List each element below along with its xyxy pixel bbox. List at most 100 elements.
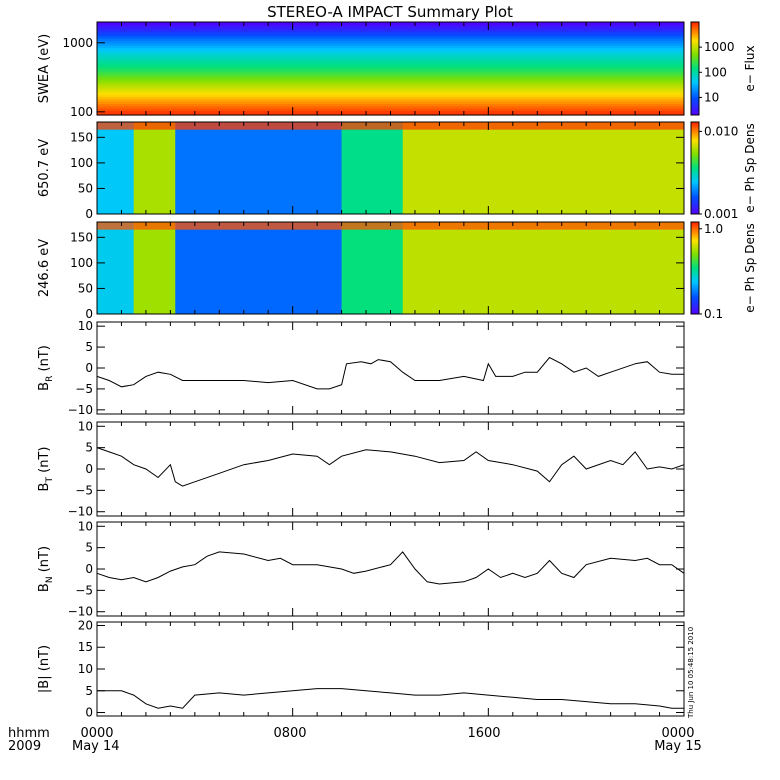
y-tick-label-5: 5: [85, 541, 93, 555]
flux-band: [97, 101, 684, 104]
y-tick-label-0: 1000: [62, 36, 93, 50]
flux-band: [97, 54, 684, 58]
y-tick-label-5: −10: [68, 605, 93, 619]
y-tick-label-6: 0: [85, 706, 93, 720]
flux-band: [97, 33, 684, 37]
x-year-label: 2009: [8, 739, 41, 754]
colorbar-tick-label-2: 1.0: [704, 222, 723, 236]
flux-band: [97, 42, 684, 46]
flux-band: [97, 96, 684, 100]
y-axis-label-0: SWEA (eV): [37, 34, 52, 103]
flux-band: [97, 59, 684, 63]
flux-band: [97, 91, 684, 95]
panel-frame-4: [96, 421, 685, 517]
flux-band: [97, 98, 684, 102]
pad-segment: [97, 222, 135, 314]
flux-band: [97, 38, 684, 42]
y-tick-label-4: 5: [85, 441, 93, 455]
colorbar-label-2: e− Ph Sp Dens: [743, 223, 757, 312]
flux-band: [97, 35, 684, 39]
y-tick-label-6: 5: [85, 684, 93, 698]
flux-band: [97, 56, 684, 60]
flux-band: [97, 94, 684, 97]
flux-band: [97, 89, 684, 93]
flux-band: [97, 80, 684, 84]
colorbar-tick-label-2: 0.1: [704, 307, 723, 321]
y-tick-label-1: 0: [85, 207, 93, 221]
y-tick-label-6: 10: [78, 662, 93, 676]
y-tick-label-6: 15: [78, 640, 93, 654]
y-tick-label-0: 100: [70, 105, 93, 119]
y-tick-label-2: 0: [85, 307, 93, 321]
y-tick-label-3: 5: [85, 340, 93, 354]
y-tick-label-4: 10: [78, 419, 93, 433]
timestamp-stamp: Thu Jun 10 05:48:15 2010: [687, 627, 695, 719]
flux-band: [97, 49, 684, 53]
x-tick-0000-start: 0000: [80, 726, 113, 741]
x-tick-0000-end: 0000: [661, 726, 694, 741]
y-axis-label-4: BT (nT): [37, 447, 55, 492]
flux-band: [97, 68, 684, 72]
y-tick-label-6: 20: [78, 618, 93, 632]
colorbar-label-0: e− Flux: [743, 45, 757, 91]
colorbar-tick-label-0: 1000: [704, 40, 735, 54]
y-tick-label-5: 0: [85, 562, 93, 576]
colorbar-tick-label-0: 100: [704, 65, 727, 79]
panel-frame-5: [96, 521, 685, 617]
flux-band: [97, 82, 684, 86]
flux-band: [97, 66, 684, 70]
pad-segment: [175, 222, 343, 314]
flux-band: [97, 40, 684, 44]
y-tick-label-1: 100: [70, 156, 93, 170]
y-axis-label-1: 650.7 eV: [37, 139, 52, 197]
series-line-4: [96, 447, 685, 487]
colorbar-tick-label-1: 0.001: [704, 207, 738, 221]
flux-band: [97, 61, 684, 65]
pad-segment: [402, 222, 685, 314]
flux-band: [97, 103, 684, 107]
y-tick-label-2: 50: [78, 281, 93, 295]
y-tick-label-2: 150: [70, 230, 93, 244]
flux-band: [97, 73, 684, 77]
x-tick-1600: 1600: [467, 726, 500, 741]
pad-segment: [341, 122, 404, 214]
flux-band: [97, 26, 684, 30]
flux-band: [97, 75, 684, 79]
flux-band: [97, 70, 684, 74]
flux-band: [97, 63, 684, 67]
y-tick-label-4: −5: [75, 483, 93, 497]
panel-frame-6: [96, 621, 685, 717]
y-tick-label-5: −5: [75, 583, 93, 597]
series-line-6: [97, 688, 684, 709]
y-tick-label-3: 10: [78, 319, 93, 333]
y-tick-label-1: 50: [78, 181, 93, 195]
colorbar-tick-label-1: 0.010: [704, 124, 738, 138]
pad-segment: [133, 122, 176, 214]
y-axis-label-5: BN (nT): [37, 546, 55, 592]
panel-frame-3: [96, 321, 685, 415]
y-tick-label-3: −5: [75, 382, 93, 396]
x-date-end: May 15: [654, 739, 702, 754]
flux-band: [97, 108, 684, 111]
flux-band: [97, 105, 684, 109]
colorbar-tick-label-0: 10: [704, 90, 719, 104]
y-axis-label-2: 246.6 eV: [37, 239, 52, 297]
y-tick-label-1: 150: [70, 130, 93, 144]
x-unit-label: hhmm: [8, 726, 50, 741]
flux-band: [97, 47, 684, 51]
y-tick-label-4: 0: [85, 462, 93, 476]
colorbar-1: [690, 121, 700, 215]
flux-band: [97, 77, 684, 81]
pad-segment: [133, 222, 176, 314]
plot-title: STEREO-A IMPACT Summary Plot: [267, 3, 513, 21]
y-axis-label-6: |B| (nT): [37, 645, 52, 693]
series-line-3: [96, 356, 684, 390]
y-tick-label-3: 0: [85, 361, 93, 375]
flux-band: [97, 87, 684, 91]
flux-band: [97, 28, 684, 32]
pad-segment: [402, 122, 685, 214]
colorbar-label-1: e− Ph Sp Dens: [743, 123, 757, 212]
colorbar-2: [690, 221, 700, 315]
pad-segment: [175, 122, 343, 214]
